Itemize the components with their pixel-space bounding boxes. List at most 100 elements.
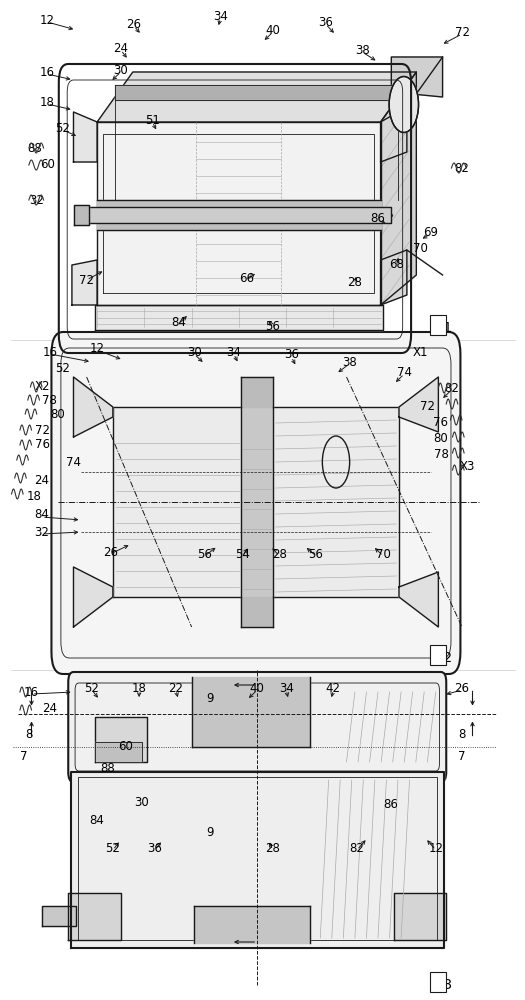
Polygon shape (242, 377, 273, 407)
Polygon shape (242, 407, 273, 597)
Text: 38: 38 (342, 356, 356, 368)
Text: 70: 70 (376, 548, 391, 560)
Text: 84: 84 (35, 508, 49, 522)
Text: 16: 16 (24, 686, 39, 698)
Text: 69: 69 (423, 226, 438, 238)
Circle shape (389, 77, 418, 132)
Text: 82: 82 (350, 842, 364, 854)
Text: 24: 24 (43, 702, 57, 714)
Text: 18: 18 (132, 682, 146, 694)
Text: 38: 38 (355, 43, 370, 56)
Text: 60: 60 (40, 158, 55, 172)
Polygon shape (94, 742, 142, 762)
Polygon shape (97, 200, 381, 230)
Text: 16: 16 (43, 346, 57, 359)
Text: 80: 80 (434, 432, 448, 446)
Text: 56: 56 (266, 320, 280, 332)
Polygon shape (74, 205, 89, 225)
Text: 8: 8 (25, 728, 33, 742)
Polygon shape (399, 377, 438, 432)
Text: 54: 54 (235, 548, 250, 560)
Text: X3: X3 (459, 460, 475, 473)
Polygon shape (113, 407, 399, 597)
FancyBboxPatch shape (430, 972, 446, 992)
Polygon shape (74, 112, 97, 162)
Text: 86: 86 (384, 798, 398, 812)
Text: 30: 30 (113, 64, 128, 77)
Text: 28: 28 (272, 548, 287, 560)
Polygon shape (381, 107, 407, 162)
Polygon shape (42, 906, 76, 926)
Text: 26: 26 (103, 546, 118, 558)
Polygon shape (192, 677, 310, 747)
Text: 24: 24 (35, 474, 49, 487)
Text: 32: 32 (29, 194, 44, 207)
Text: 72: 72 (35, 424, 49, 436)
FancyBboxPatch shape (51, 332, 460, 674)
Text: 18: 18 (40, 96, 55, 108)
Text: 28: 28 (266, 842, 280, 854)
Text: 26: 26 (127, 17, 141, 30)
Polygon shape (391, 57, 443, 97)
Text: 66: 66 (239, 271, 254, 284)
Text: 7: 7 (458, 750, 466, 764)
Polygon shape (97, 122, 381, 305)
Text: 12: 12 (428, 842, 443, 854)
Text: 74: 74 (397, 365, 412, 378)
Text: 12: 12 (90, 342, 104, 355)
Text: 22: 22 (169, 682, 183, 694)
Text: 36: 36 (148, 842, 162, 854)
Text: 68: 68 (389, 257, 404, 270)
Text: 42: 42 (326, 682, 341, 694)
Text: 88: 88 (100, 762, 115, 774)
Text: 51: 51 (145, 113, 160, 126)
Polygon shape (97, 72, 416, 122)
Text: 图3: 图3 (435, 977, 452, 991)
Polygon shape (194, 906, 310, 943)
Polygon shape (94, 305, 383, 330)
Polygon shape (71, 772, 444, 948)
Text: 52: 52 (85, 682, 99, 694)
Text: 16: 16 (40, 66, 55, 79)
Text: 52: 52 (56, 361, 70, 374)
Polygon shape (115, 85, 398, 100)
Text: 7: 7 (20, 750, 27, 764)
Polygon shape (394, 893, 446, 940)
Polygon shape (72, 260, 97, 305)
Text: 74: 74 (66, 456, 81, 468)
Text: 40: 40 (266, 23, 280, 36)
Text: 18: 18 (27, 489, 41, 502)
Text: 72: 72 (421, 399, 435, 412)
Text: 88: 88 (27, 141, 41, 154)
Polygon shape (74, 567, 113, 627)
Polygon shape (381, 72, 416, 305)
FancyBboxPatch shape (68, 672, 446, 782)
Text: 76: 76 (434, 416, 448, 428)
Text: 82: 82 (455, 161, 469, 174)
Text: 56: 56 (197, 548, 212, 560)
Text: 26: 26 (455, 682, 469, 694)
FancyBboxPatch shape (430, 315, 446, 335)
Text: 78: 78 (43, 393, 57, 406)
Text: 86: 86 (371, 212, 385, 225)
Text: 图1: 图1 (435, 320, 452, 334)
Text: 30: 30 (134, 796, 149, 808)
Text: 9: 9 (206, 826, 214, 838)
Polygon shape (242, 597, 273, 627)
Text: 30: 30 (187, 346, 202, 359)
Polygon shape (87, 207, 391, 223)
Text: 60: 60 (119, 740, 133, 752)
Text: 36: 36 (284, 349, 299, 361)
Polygon shape (74, 377, 113, 437)
Text: 32: 32 (35, 526, 49, 538)
Polygon shape (68, 893, 121, 940)
Text: 78: 78 (434, 448, 448, 462)
Text: 52: 52 (106, 842, 120, 854)
Text: X1: X1 (412, 346, 428, 359)
FancyBboxPatch shape (430, 645, 446, 665)
Text: 82: 82 (444, 381, 459, 394)
Text: 84: 84 (171, 316, 186, 328)
Text: 84: 84 (90, 814, 104, 826)
Text: 52: 52 (56, 121, 70, 134)
Text: 24: 24 (113, 41, 128, 54)
